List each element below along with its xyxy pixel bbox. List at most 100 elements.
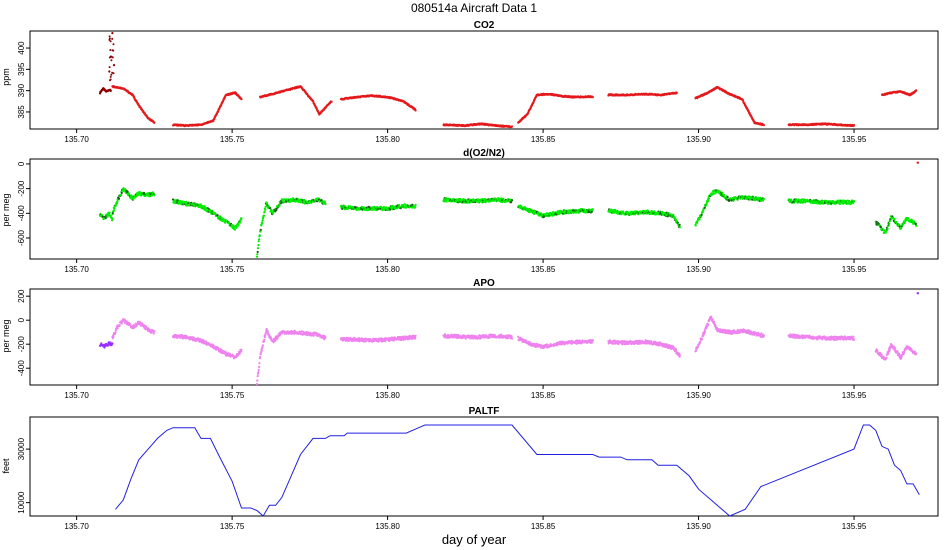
o2n2-ylabel: per meg (1, 193, 11, 226)
co2-spike-point (111, 31, 114, 35)
apo-point (256, 379, 259, 382)
o2n2-point (240, 217, 243, 220)
o2n2-point (209, 209, 212, 212)
apo-point (260, 349, 263, 352)
o2n2-point (411, 203, 414, 206)
o2n2-point (558, 212, 561, 215)
co2-panel: CO2 ppm 135.70 135.75 135.80 135.85 135.90 13… (1, 20, 939, 144)
o2n2-point (239, 221, 242, 224)
o2n2-point (414, 206, 417, 209)
o2n2-point (391, 204, 394, 207)
co2-point (240, 98, 243, 101)
o2n2-point (528, 211, 532, 214)
apo-point (258, 365, 261, 368)
o2n2-point (642, 212, 645, 215)
o2n2-point (445, 200, 448, 203)
co2-series-segment (607, 91, 678, 97)
apo-xtick-label: 135.75 (220, 391, 245, 400)
co2-point (762, 124, 766, 127)
co2-point (915, 89, 918, 92)
apo-series-segment (517, 335, 594, 350)
o2n2-point (153, 194, 156, 197)
o2n2-point (257, 244, 260, 247)
apo-point (129, 323, 132, 326)
apo-point (258, 362, 261, 365)
o2n2-series-segment (111, 187, 156, 216)
o2n2-series-segment (171, 198, 243, 231)
o2n2-ytick-label: -400 (17, 205, 26, 222)
o2n2-point (256, 250, 259, 254)
co2-xtick-label: 135.70 (64, 135, 89, 144)
co2-point (153, 121, 156, 124)
o2n2-series-segment (517, 204, 594, 219)
co2-spike-point (110, 73, 113, 76)
co2-spike-point (112, 49, 115, 52)
o2n2-series-segment (98, 211, 114, 222)
apo-point (114, 331, 117, 334)
co2-point (213, 117, 216, 120)
o2n2-point (142, 191, 146, 194)
o2n2-point (347, 205, 350, 208)
co2-xtick-label: 135.80 (375, 135, 400, 144)
o2n2-point (590, 210, 593, 213)
o2n2-point (585, 211, 588, 214)
apo-series-segment (255, 327, 327, 386)
o2n2-point (224, 221, 227, 224)
o2n2-point (120, 191, 123, 194)
co2-spike-point (108, 38, 111, 41)
o2n2-point (653, 210, 656, 213)
apo-xtick-label: 135.95 (842, 391, 867, 400)
co2-spike-point (111, 37, 114, 40)
apo-point (414, 334, 417, 337)
apo-point (263, 338, 266, 341)
apo-point (238, 352, 241, 355)
o2n2-point (264, 205, 267, 208)
apo-xtick-label: 135.85 (531, 391, 556, 400)
o2n2-point (124, 188, 127, 191)
co2-series-segment (517, 92, 594, 124)
o2n2-point (324, 203, 327, 206)
o2n2-point (108, 211, 111, 214)
apo-point (255, 383, 259, 386)
o2n2-point (397, 203, 401, 207)
co2-spike-point (109, 79, 111, 82)
apo-point (118, 324, 121, 327)
o2n2-point (821, 199, 824, 202)
o2n2-point (403, 203, 406, 206)
apo-xtick-label: 135.90 (686, 391, 711, 400)
o2n2-point (259, 230, 262, 233)
o2n2-point (721, 191, 724, 195)
o2n2-point (270, 209, 273, 212)
apo-point (259, 356, 262, 359)
o2n2-point (675, 219, 678, 222)
o2n2-point (678, 223, 681, 226)
o2n2-point (128, 192, 131, 195)
o2n2-series-segment (442, 197, 514, 204)
apo-point (116, 327, 119, 330)
co2-xtick-label: 135.85 (531, 135, 556, 144)
o2n2-point (898, 225, 901, 228)
o2n2-point (228, 222, 231, 225)
o2n2-point (116, 200, 119, 203)
o2n2-point (114, 204, 117, 207)
o2n2-point (852, 200, 856, 203)
o2n2-point (707, 197, 711, 200)
o2n2-point (522, 208, 525, 211)
o2n2-point (801, 201, 805, 204)
apo-point (324, 336, 327, 339)
o2n2-point (261, 219, 264, 222)
o2n2-series-segment (607, 208, 682, 229)
o2n2-point (545, 214, 548, 217)
apo-point (306, 334, 309, 337)
co2-series-segment (694, 86, 766, 127)
o2n2-point (388, 208, 392, 211)
apo-point (257, 368, 260, 372)
o2n2-point (838, 202, 842, 205)
o2n2-point (256, 253, 259, 256)
co2-point (330, 100, 333, 103)
o2n2-xtick-label: 135.75 (220, 265, 245, 274)
apo-point (261, 344, 264, 347)
co2-spike-point (108, 70, 111, 73)
co2-spike-point (108, 35, 111, 38)
apo-series-segment (111, 318, 156, 340)
